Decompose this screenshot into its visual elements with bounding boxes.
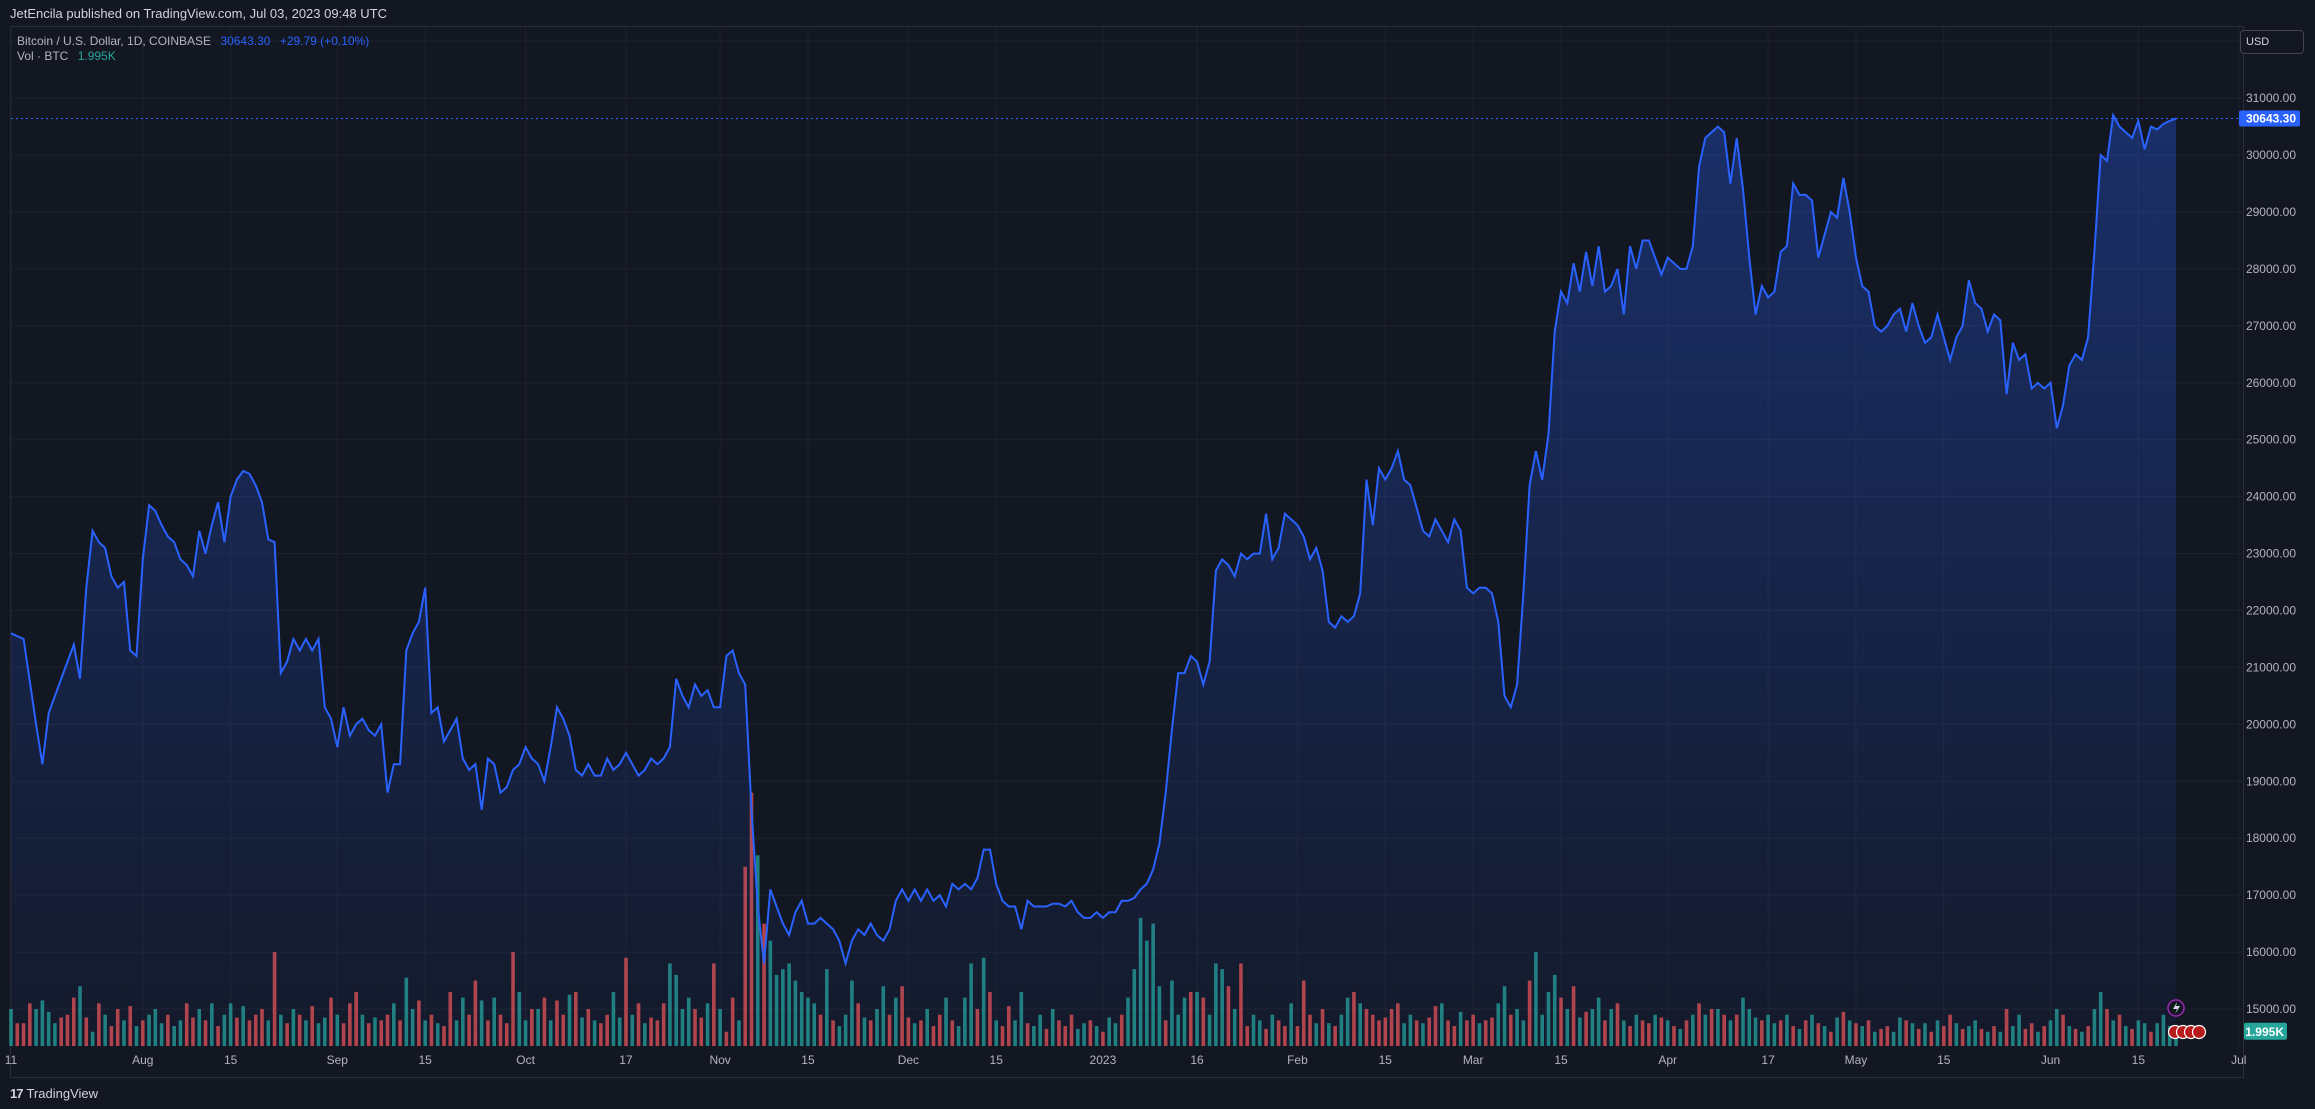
time-tick-label: Jul [2231, 1053, 2246, 1067]
time-tick-label: Dec [898, 1053, 919, 1067]
last-price-badge-label: 30643.30 [2246, 111, 2296, 125]
time-tick-label: 15 [990, 1053, 1004, 1067]
economic-event-flag-icon [2191, 1024, 2207, 1040]
price-tick-label: 30000.00 [2246, 148, 2296, 162]
axis-badges: 30643.30 1.995K [2167, 110, 2300, 1040]
time-tick-label: Feb [1287, 1053, 1308, 1067]
publish-header: JetEncila published on TradingView.com, … [0, 0, 2315, 26]
tradingview-logo-icon: 17 [10, 1086, 24, 1101]
time-axis: 11 Aug 15 Sep 15 Oct 17 Nov 15 Dec 15 2023 16 Feb 15 Ma… [5, 1053, 2247, 1067]
publish-line: JetEncila published on TradingView.com, … [10, 6, 387, 21]
symbol-title: Bitcoin / U.S. Dollar, 1D, COINBASE [17, 34, 212, 48]
time-tick-label: Nov [709, 1053, 730, 1067]
last-price: 30643.30 [220, 34, 271, 48]
time-tick-label: 15 [1379, 1053, 1393, 1067]
time-tick-label: 17 [619, 1053, 633, 1067]
time-tick-label: Aug [132, 1053, 153, 1067]
price-tick-label: 22000.00 [2246, 604, 2296, 618]
price-tick-label: 25000.00 [2246, 433, 2296, 447]
chart-legend: Bitcoin / U.S. Dollar, 1D, COINBASE 3064… [17, 34, 369, 64]
time-tick-label: Mar [1463, 1053, 1484, 1067]
last-price-badge [2239, 110, 2300, 127]
time-tick-label: Jun [2041, 1053, 2060, 1067]
time-tick-label: May [1845, 1053, 1868, 1067]
time-tick-label: 17 [1761, 1053, 1775, 1067]
volume-value: 1.995K [77, 49, 116, 63]
time-tick-label: 15 [801, 1053, 815, 1067]
price-tick-label: 18000.00 [2246, 831, 2296, 845]
price-tick-label: 31000.00 [2246, 91, 2296, 105]
time-tick-label: 15 [2132, 1053, 2146, 1067]
time-tick-label: Apr [1658, 1053, 1677, 1067]
price-tick-label: 27000.00 [2246, 319, 2296, 333]
time-tick-label: 15 [224, 1053, 238, 1067]
price-tick-label: 26000.00 [2246, 376, 2296, 390]
price-area [11, 115, 2176, 1046]
price-tick-label: 28000.00 [2246, 262, 2296, 276]
price-line [10, 112, 2177, 968]
last-volume-badge-label: 1.995K [2245, 1025, 2284, 1039]
tradingview-logo[interactable]: 17 TradingView [10, 1086, 98, 1101]
price-tick-label: 21000.00 [2246, 660, 2296, 674]
price-axis: 15000.00 16000.00 17000.00 18000.00 19000.00… [2246, 34, 2296, 1016]
price-tick-label: 24000.00 [2246, 490, 2296, 504]
symbol-row[interactable]: Bitcoin / U.S. Dollar, 1D, COINBASE 3064… [17, 34, 369, 49]
last-volume-badge [2244, 1022, 2287, 1040]
price-tick-label: 16000.00 [2246, 945, 2296, 959]
price-tick-label: 20000.00 [2246, 717, 2296, 731]
time-tick-label: 15 [418, 1053, 432, 1067]
price-change: +29.79 (+0.10%) [279, 34, 370, 48]
lightning-icon [2173, 1002, 2180, 1014]
volume-label: Vol · BTC [17, 49, 69, 63]
price-tick-label: 17000.00 [2246, 888, 2296, 902]
currency-button[interactable]: USD [2240, 30, 2304, 54]
price-tick-label: 29000.00 [2246, 205, 2296, 219]
time-tick-label: 11 [5, 1053, 18, 1067]
price-tick-label: 19000.00 [2246, 774, 2296, 788]
currency-label: USD [2246, 36, 2270, 48]
time-tick-label: 2023 [1090, 1053, 1117, 1067]
time-tick-label: 16 [1190, 1053, 1204, 1067]
price-tick-label: 23000.00 [2246, 547, 2296, 561]
time-tick-label: 15 [1937, 1053, 1951, 1067]
footer: 17 TradingView [0, 1078, 2315, 1109]
price-tick-label: 15000.00 [2246, 1002, 2296, 1016]
time-tick-label: Sep [327, 1053, 349, 1067]
volume-row[interactable]: Vol · BTC 1.995K [17, 49, 369, 64]
time-tick-label: Oct [516, 1053, 535, 1067]
brand-name: TradingView [26, 1086, 99, 1101]
time-tick-label: 15 [1554, 1053, 1568, 1067]
